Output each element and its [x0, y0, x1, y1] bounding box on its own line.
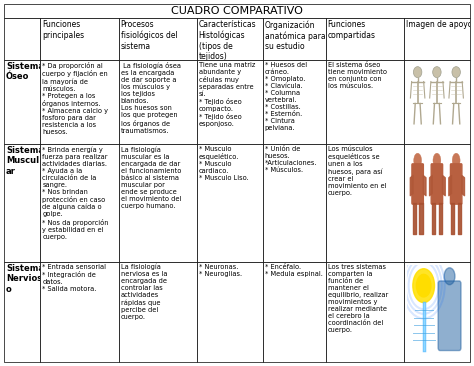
Bar [40, 262, 118, 362]
Bar [404, 262, 470, 362]
Bar [40, 60, 118, 144]
Bar [263, 60, 326, 144]
Text: * Musculo
esquelético.
* Musculo
cardiaco.
* Musculo Liso.: * Musculo esquelético. * Musculo cardiac… [199, 146, 248, 181]
FancyBboxPatch shape [450, 164, 462, 204]
Text: Sistema
Muscul
ar: Sistema Muscul ar [6, 146, 44, 176]
Bar [404, 144, 470, 262]
Bar [326, 18, 404, 60]
Text: Tiene una matriz
abundante y
células muy
separadas entre
sí.
* Tejido óseo
compa: Tiene una matriz abundante y células muy… [199, 62, 255, 127]
Bar [40, 18, 118, 60]
Bar [326, 144, 404, 262]
Bar [4, 144, 40, 262]
Bar [197, 262, 263, 362]
Text: * Brinda energía y
fuerza para realizar
actividades diarias.
* Ayuda a la
circul: * Brinda energía y fuerza para realizar … [42, 146, 109, 240]
Circle shape [413, 269, 435, 303]
Bar [118, 144, 197, 262]
Bar [118, 18, 197, 60]
Circle shape [417, 274, 431, 297]
Text: * Neuronas.
* Neuroglias.: * Neuronas. * Neuroglias. [199, 264, 242, 277]
Bar [326, 262, 404, 362]
FancyBboxPatch shape [412, 164, 423, 204]
Text: * Entrada sensorial
* Integración de
datos.
* Salida motora.: * Entrada sensorial * Integración de dat… [42, 264, 106, 292]
Text: Los tres sistemas
comparten la
función de
mantener el
equilibrio, realizar
movim: Los tres sistemas comparten la función d… [328, 264, 388, 333]
Text: El sistema óseo
tiene movimiento
en conjunto con
los músculos.: El sistema óseo tiene movimiento en conj… [328, 62, 387, 89]
Bar [118, 60, 197, 144]
Text: Organización
anatómica para
su estudio: Organización anatómica para su estudio [265, 20, 326, 51]
Bar [40, 144, 118, 262]
Text: * Encéfalo.
* Medula espinal.: * Encéfalo. * Medula espinal. [265, 264, 323, 277]
Text: Sistema
Óseo: Sistema Óseo [6, 62, 44, 81]
Text: Sistema
Nervios
o: Sistema Nervios o [6, 264, 44, 294]
Bar [4, 60, 40, 144]
Bar [4, 4, 470, 18]
Text: Características
Histológicas
(tipos de
tejidos): Características Histológicas (tipos de t… [199, 20, 256, 61]
Text: * Huesos del
cráneo.
* Omoplato.
* Clavícula.
* Columna
vertebral.
* Costillas.
: * Huesos del cráneo. * Omoplato. * Claví… [265, 62, 307, 131]
Bar [197, 60, 263, 144]
Bar [4, 18, 40, 60]
Bar [4, 262, 40, 362]
Circle shape [413, 67, 422, 78]
Bar [326, 60, 404, 144]
Text: Funciones
compartidas: Funciones compartidas [328, 20, 376, 40]
Circle shape [452, 67, 460, 78]
FancyBboxPatch shape [431, 164, 443, 204]
Bar [197, 18, 263, 60]
Text: Procesos
fisiológicos del
sistema: Procesos fisiológicos del sistema [120, 20, 177, 51]
Text: * Da proporción al
cuerpo y fijación en
la mayoría de
músculos.
* Protegen a los: * Da proporción al cuerpo y fijación en … [42, 62, 109, 135]
Bar [118, 262, 197, 362]
Bar [197, 144, 263, 262]
Circle shape [444, 268, 455, 285]
Bar [404, 60, 470, 144]
Text: La fisiología
muscular es la
encargada de dar
el funcionamiento
básico al sistem: La fisiología muscular es la encargada d… [120, 146, 181, 209]
FancyBboxPatch shape [438, 281, 461, 351]
Bar [263, 18, 326, 60]
Bar [263, 262, 326, 362]
Bar [404, 18, 470, 60]
Circle shape [414, 153, 421, 168]
Text: La fisiología ósea
es la encargada
de dar soporte a
los músculos y
los tejidos
b: La fisiología ósea es la encargada de da… [120, 62, 181, 134]
Text: Funciones
principales: Funciones principales [42, 20, 84, 40]
Text: CUADRO COMPARATIVO: CUADRO COMPARATIVO [171, 6, 303, 16]
Text: La fisiología
nerviosa es la
encargada de
controlar las
actividades
rápidas que
: La fisiología nerviosa es la encargada d… [120, 264, 167, 320]
Text: Los músculos
esqueléticos se
unen a los
huesos, para así
crear el
movimiento en : Los músculos esqueléticos se unen a los … [328, 146, 386, 196]
Text: * Unión de
huesos.
*Articulaciones.
* Músculos.: * Unión de huesos. *Articulaciones. * Mú… [265, 146, 317, 173]
Circle shape [433, 67, 441, 78]
Bar [263, 144, 326, 262]
Text: Imagen de apoyo: Imagen de apoyo [406, 20, 472, 29]
Circle shape [452, 153, 460, 168]
Circle shape [433, 153, 441, 168]
